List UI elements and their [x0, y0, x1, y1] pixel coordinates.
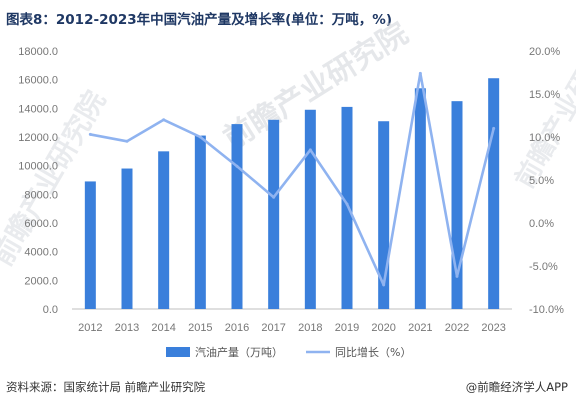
x-tick-label: 2017 — [261, 322, 285, 334]
chart-title: 图表8：2012-2023年中国汽油产量及增长率(单位：万吨，%) — [6, 12, 393, 28]
growth-point — [88, 132, 92, 136]
growth-point — [492, 126, 496, 130]
y-right-tick-label: 15.0% — [529, 89, 560, 101]
x-tick-label: 2021 — [408, 322, 432, 334]
y-right-tick-label: 20.0% — [529, 46, 560, 58]
y-left-tick-label: 14000.0 — [18, 103, 58, 115]
bar — [304, 109, 316, 310]
y-left-tick-label: 18000.0 — [18, 46, 58, 58]
bar — [121, 168, 133, 309]
source-note: 资料来源：国家统计局 前瞻产业研究院 — [6, 380, 206, 394]
y-left-tick-label: 10000.0 — [18, 161, 58, 173]
growth-point — [308, 148, 312, 152]
growth-point — [272, 195, 276, 199]
bar — [158, 151, 170, 309]
x-tick-label: 2016 — [225, 322, 249, 334]
y-left-tick-label: 16000.0 — [18, 75, 58, 87]
growth-point — [418, 71, 422, 75]
bar — [341, 106, 353, 310]
bar — [84, 181, 96, 309]
x-tick-label: 2022 — [445, 322, 469, 334]
x-tick-label: 2019 — [335, 322, 359, 334]
x-tick-label: 2012 — [78, 322, 102, 334]
growth-point — [198, 135, 202, 139]
y-right-tick-label: 0.0% — [529, 218, 554, 230]
growth-point — [345, 202, 349, 206]
y-left-tick-label: 8000.0 — [24, 189, 58, 201]
bar — [488, 78, 500, 309]
bar — [451, 101, 463, 310]
bar — [231, 124, 243, 309]
bar — [194, 135, 206, 309]
y-right-tick-label: 5.0% — [529, 175, 554, 187]
y-left-tick-label: 4000.0 — [24, 247, 58, 259]
x-tick-label: 2015 — [188, 322, 212, 334]
bar — [268, 119, 280, 309]
x-tick-label: 2014 — [151, 322, 175, 334]
y-right-tick-label: -5.0% — [529, 261, 558, 273]
legend-swatch-bar — [166, 347, 190, 357]
brand-credit: @前瞻经济学人APP — [465, 380, 568, 394]
y-right-tick-label: 10.0% — [529, 132, 560, 144]
bar — [378, 121, 390, 309]
y-left-tick-label: 0.0 — [43, 304, 58, 316]
growth-line — [90, 72, 495, 287]
growth-point — [382, 283, 386, 287]
y-left-tick-label: 12000.0 — [18, 132, 58, 144]
growth-point — [125, 139, 129, 143]
y-left-tick-label: 6000.0 — [24, 218, 58, 230]
y-right-tick-label: -10.0% — [529, 304, 564, 316]
growth-point — [235, 164, 239, 168]
legend-label-line: 同比增长（%） — [335, 345, 411, 359]
x-tick-label: 2018 — [298, 322, 322, 334]
y-left-tick-label: 2000.0 — [24, 275, 58, 287]
bar — [414, 88, 426, 310]
x-tick-label: 2023 — [481, 322, 505, 334]
x-tick-label: 2013 — [115, 322, 139, 334]
growth-point — [455, 274, 459, 278]
legend-label-bar: 汽油产量（万吨） — [195, 345, 283, 359]
growth-point — [162, 118, 166, 122]
x-tick-label: 2020 — [371, 322, 395, 334]
